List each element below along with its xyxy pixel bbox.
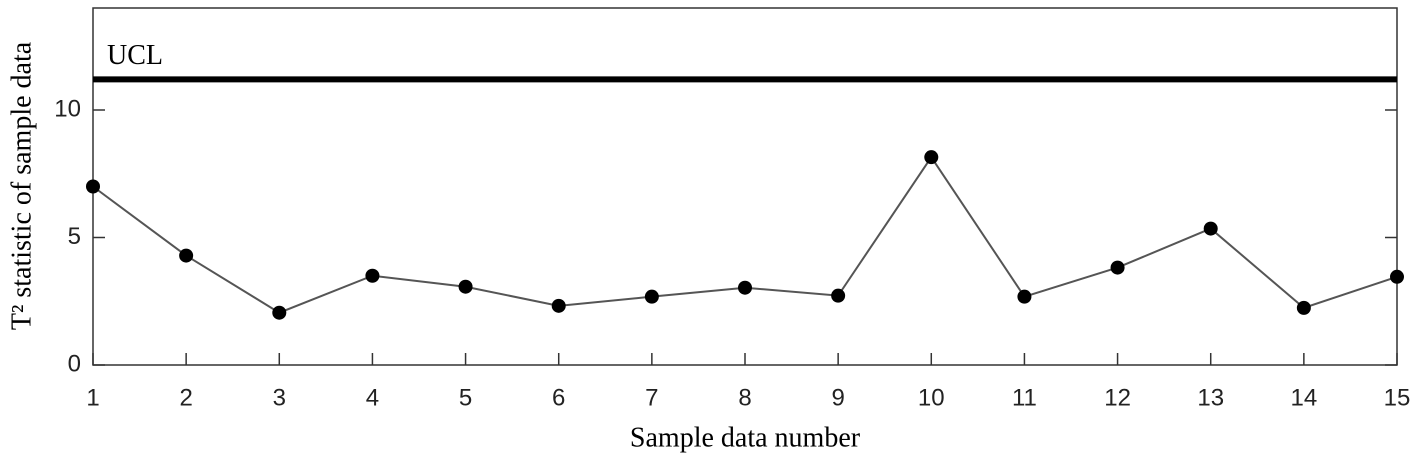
x-tick-label: 10: [918, 384, 945, 411]
y-tick-label: 10: [54, 95, 81, 122]
data-point: [1296, 300, 1311, 315]
y-axis-label: T² statistic of sample data: [6, 41, 37, 330]
data-point: [365, 268, 380, 283]
data-point: [1110, 260, 1125, 275]
x-tick-label: 1: [86, 384, 99, 411]
data-point: [551, 298, 566, 313]
x-tick-label: 15: [1384, 384, 1411, 411]
x-tick-label: 3: [273, 384, 286, 411]
x-axis-label: Sample data number: [630, 422, 861, 453]
x-tick-label: 11: [1012, 384, 1037, 411]
x-tick-label: 13: [1197, 384, 1224, 411]
y-tick-label: 0: [68, 350, 81, 377]
x-tick-label: 7: [645, 384, 658, 411]
data-point: [86, 179, 100, 194]
plot-frame: [92, 7, 1398, 366]
x-tick-label: 6: [552, 384, 565, 411]
data-point: [924, 150, 939, 165]
data-point: [179, 248, 194, 263]
x-tick-label: 4: [366, 384, 379, 411]
data-point: [1017, 289, 1032, 304]
data-point: [1203, 221, 1218, 236]
data-point: [272, 305, 287, 320]
data-point: [831, 288, 846, 303]
x-tick-label: 5: [459, 384, 472, 411]
x-tick-label: 8: [738, 384, 751, 411]
x-tick-label: 2: [179, 384, 192, 411]
data-point: [458, 279, 473, 294]
data-point: [738, 280, 752, 295]
data-point: [644, 289, 659, 304]
ucl-label: UCL: [107, 40, 163, 71]
data-point: [1390, 269, 1404, 284]
x-tick-label: 9: [831, 384, 844, 411]
x-tick-label: 14: [1291, 384, 1318, 411]
x-tick-label: 12: [1104, 384, 1131, 411]
y-tick-label: 5: [68, 223, 81, 250]
